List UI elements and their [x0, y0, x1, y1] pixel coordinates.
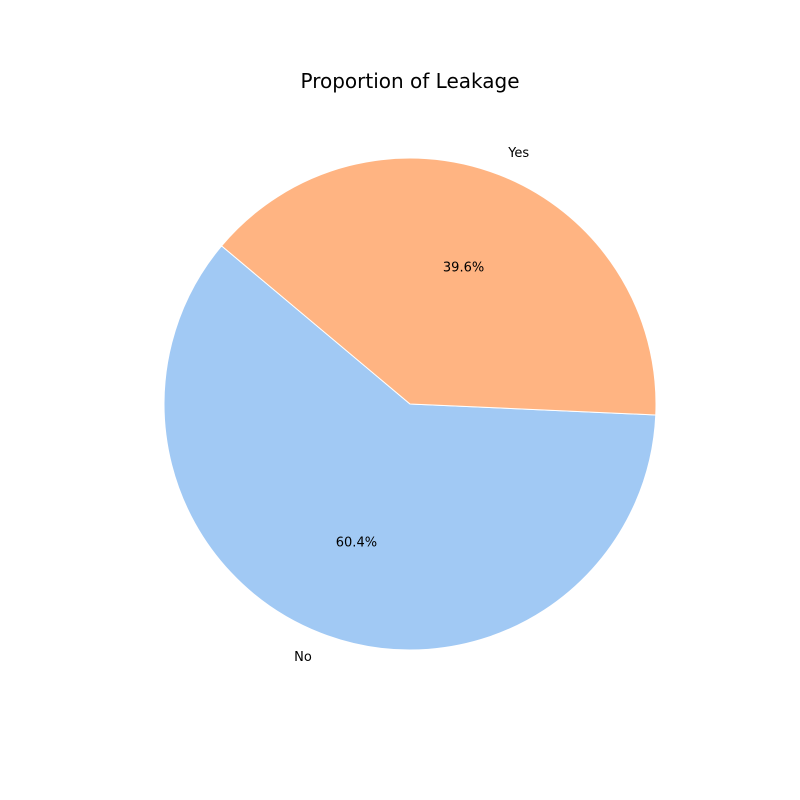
slice-label-yes: Yes: [507, 146, 529, 161]
pie-labels: No 60.4% Yes 39.6%: [294, 146, 529, 665]
pie-slices: [163, 157, 657, 651]
slice-pct-label-no: 60.4%: [336, 536, 377, 551]
chart-title: Proportion of Leakage: [300, 69, 519, 93]
slice-pct-label-yes: 39.6%: [443, 260, 484, 275]
pie-slice-yes: [220, 157, 657, 416]
pie-slice-no: [163, 245, 657, 651]
slice-label-no: No: [294, 650, 312, 665]
